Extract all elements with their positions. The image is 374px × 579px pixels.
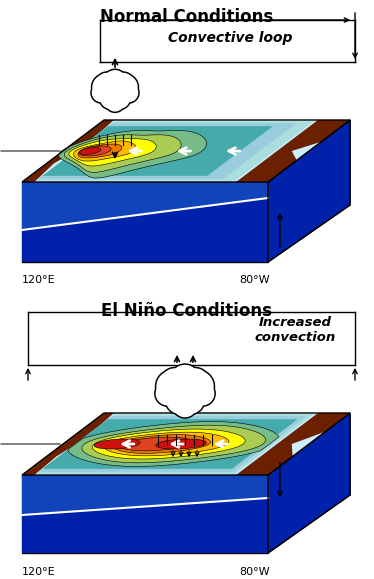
Circle shape <box>92 84 110 101</box>
Polygon shape <box>59 130 206 178</box>
Circle shape <box>105 92 125 112</box>
Polygon shape <box>79 146 111 156</box>
Circle shape <box>101 89 120 108</box>
Circle shape <box>97 74 117 93</box>
Polygon shape <box>268 413 350 553</box>
Polygon shape <box>36 414 314 474</box>
Polygon shape <box>78 144 122 158</box>
Circle shape <box>160 368 188 395</box>
Polygon shape <box>268 413 350 553</box>
Circle shape <box>183 369 208 394</box>
Circle shape <box>99 75 131 105</box>
Polygon shape <box>22 182 268 262</box>
Polygon shape <box>156 439 206 449</box>
Polygon shape <box>64 135 181 173</box>
Text: 120°E: 120°E <box>22 275 56 285</box>
Circle shape <box>157 371 188 402</box>
Polygon shape <box>69 139 156 166</box>
Circle shape <box>106 93 124 111</box>
Circle shape <box>167 388 192 413</box>
Circle shape <box>156 382 179 405</box>
Circle shape <box>110 89 129 108</box>
Polygon shape <box>22 413 114 475</box>
Circle shape <box>181 368 209 395</box>
Circle shape <box>155 381 180 406</box>
Polygon shape <box>22 475 268 515</box>
Polygon shape <box>92 429 245 459</box>
Circle shape <box>156 369 189 404</box>
Circle shape <box>112 72 135 95</box>
Polygon shape <box>22 198 268 262</box>
Polygon shape <box>43 126 273 176</box>
Polygon shape <box>39 416 307 472</box>
Polygon shape <box>22 475 268 553</box>
Polygon shape <box>68 422 279 467</box>
Polygon shape <box>22 182 268 230</box>
Polygon shape <box>236 413 350 475</box>
Polygon shape <box>112 435 211 453</box>
Circle shape <box>165 386 193 415</box>
Text: 80°W: 80°W <box>240 567 270 577</box>
Circle shape <box>102 69 128 94</box>
Circle shape <box>119 82 139 103</box>
Polygon shape <box>36 121 314 181</box>
Circle shape <box>113 75 137 100</box>
Polygon shape <box>236 120 350 182</box>
Polygon shape <box>104 432 229 456</box>
Circle shape <box>171 365 199 394</box>
Polygon shape <box>22 413 350 475</box>
Polygon shape <box>268 120 350 262</box>
Circle shape <box>93 75 117 100</box>
Circle shape <box>174 394 196 417</box>
Polygon shape <box>119 437 194 451</box>
Polygon shape <box>39 123 297 179</box>
Circle shape <box>99 87 122 109</box>
Polygon shape <box>22 120 114 182</box>
Circle shape <box>182 371 213 402</box>
Circle shape <box>108 87 131 109</box>
Circle shape <box>191 382 214 405</box>
Text: 120°E: 120°E <box>22 567 56 577</box>
Polygon shape <box>73 141 136 161</box>
Circle shape <box>162 369 187 394</box>
Circle shape <box>165 371 205 409</box>
Polygon shape <box>22 498 268 553</box>
Text: Convective loop: Convective loop <box>168 31 292 45</box>
Polygon shape <box>94 439 140 449</box>
Text: Normal Conditions: Normal Conditions <box>100 8 274 26</box>
Polygon shape <box>79 148 101 155</box>
Circle shape <box>172 393 198 418</box>
Circle shape <box>111 74 138 101</box>
Circle shape <box>181 369 215 404</box>
Polygon shape <box>22 120 350 182</box>
Circle shape <box>92 74 119 101</box>
Circle shape <box>164 369 206 411</box>
Circle shape <box>98 73 132 107</box>
Circle shape <box>177 386 205 415</box>
Text: El Niño Conditions: El Niño Conditions <box>101 302 273 320</box>
Circle shape <box>91 82 111 103</box>
Text: Increased
convection: Increased convection <box>254 316 335 344</box>
Polygon shape <box>82 425 266 463</box>
Circle shape <box>178 388 203 413</box>
Circle shape <box>190 381 215 406</box>
Text: 80°W: 80°W <box>240 275 270 285</box>
Circle shape <box>95 72 118 95</box>
Polygon shape <box>268 120 350 262</box>
Circle shape <box>120 84 138 101</box>
Circle shape <box>169 364 200 395</box>
Circle shape <box>104 71 126 93</box>
Circle shape <box>113 74 133 93</box>
Polygon shape <box>43 419 298 469</box>
